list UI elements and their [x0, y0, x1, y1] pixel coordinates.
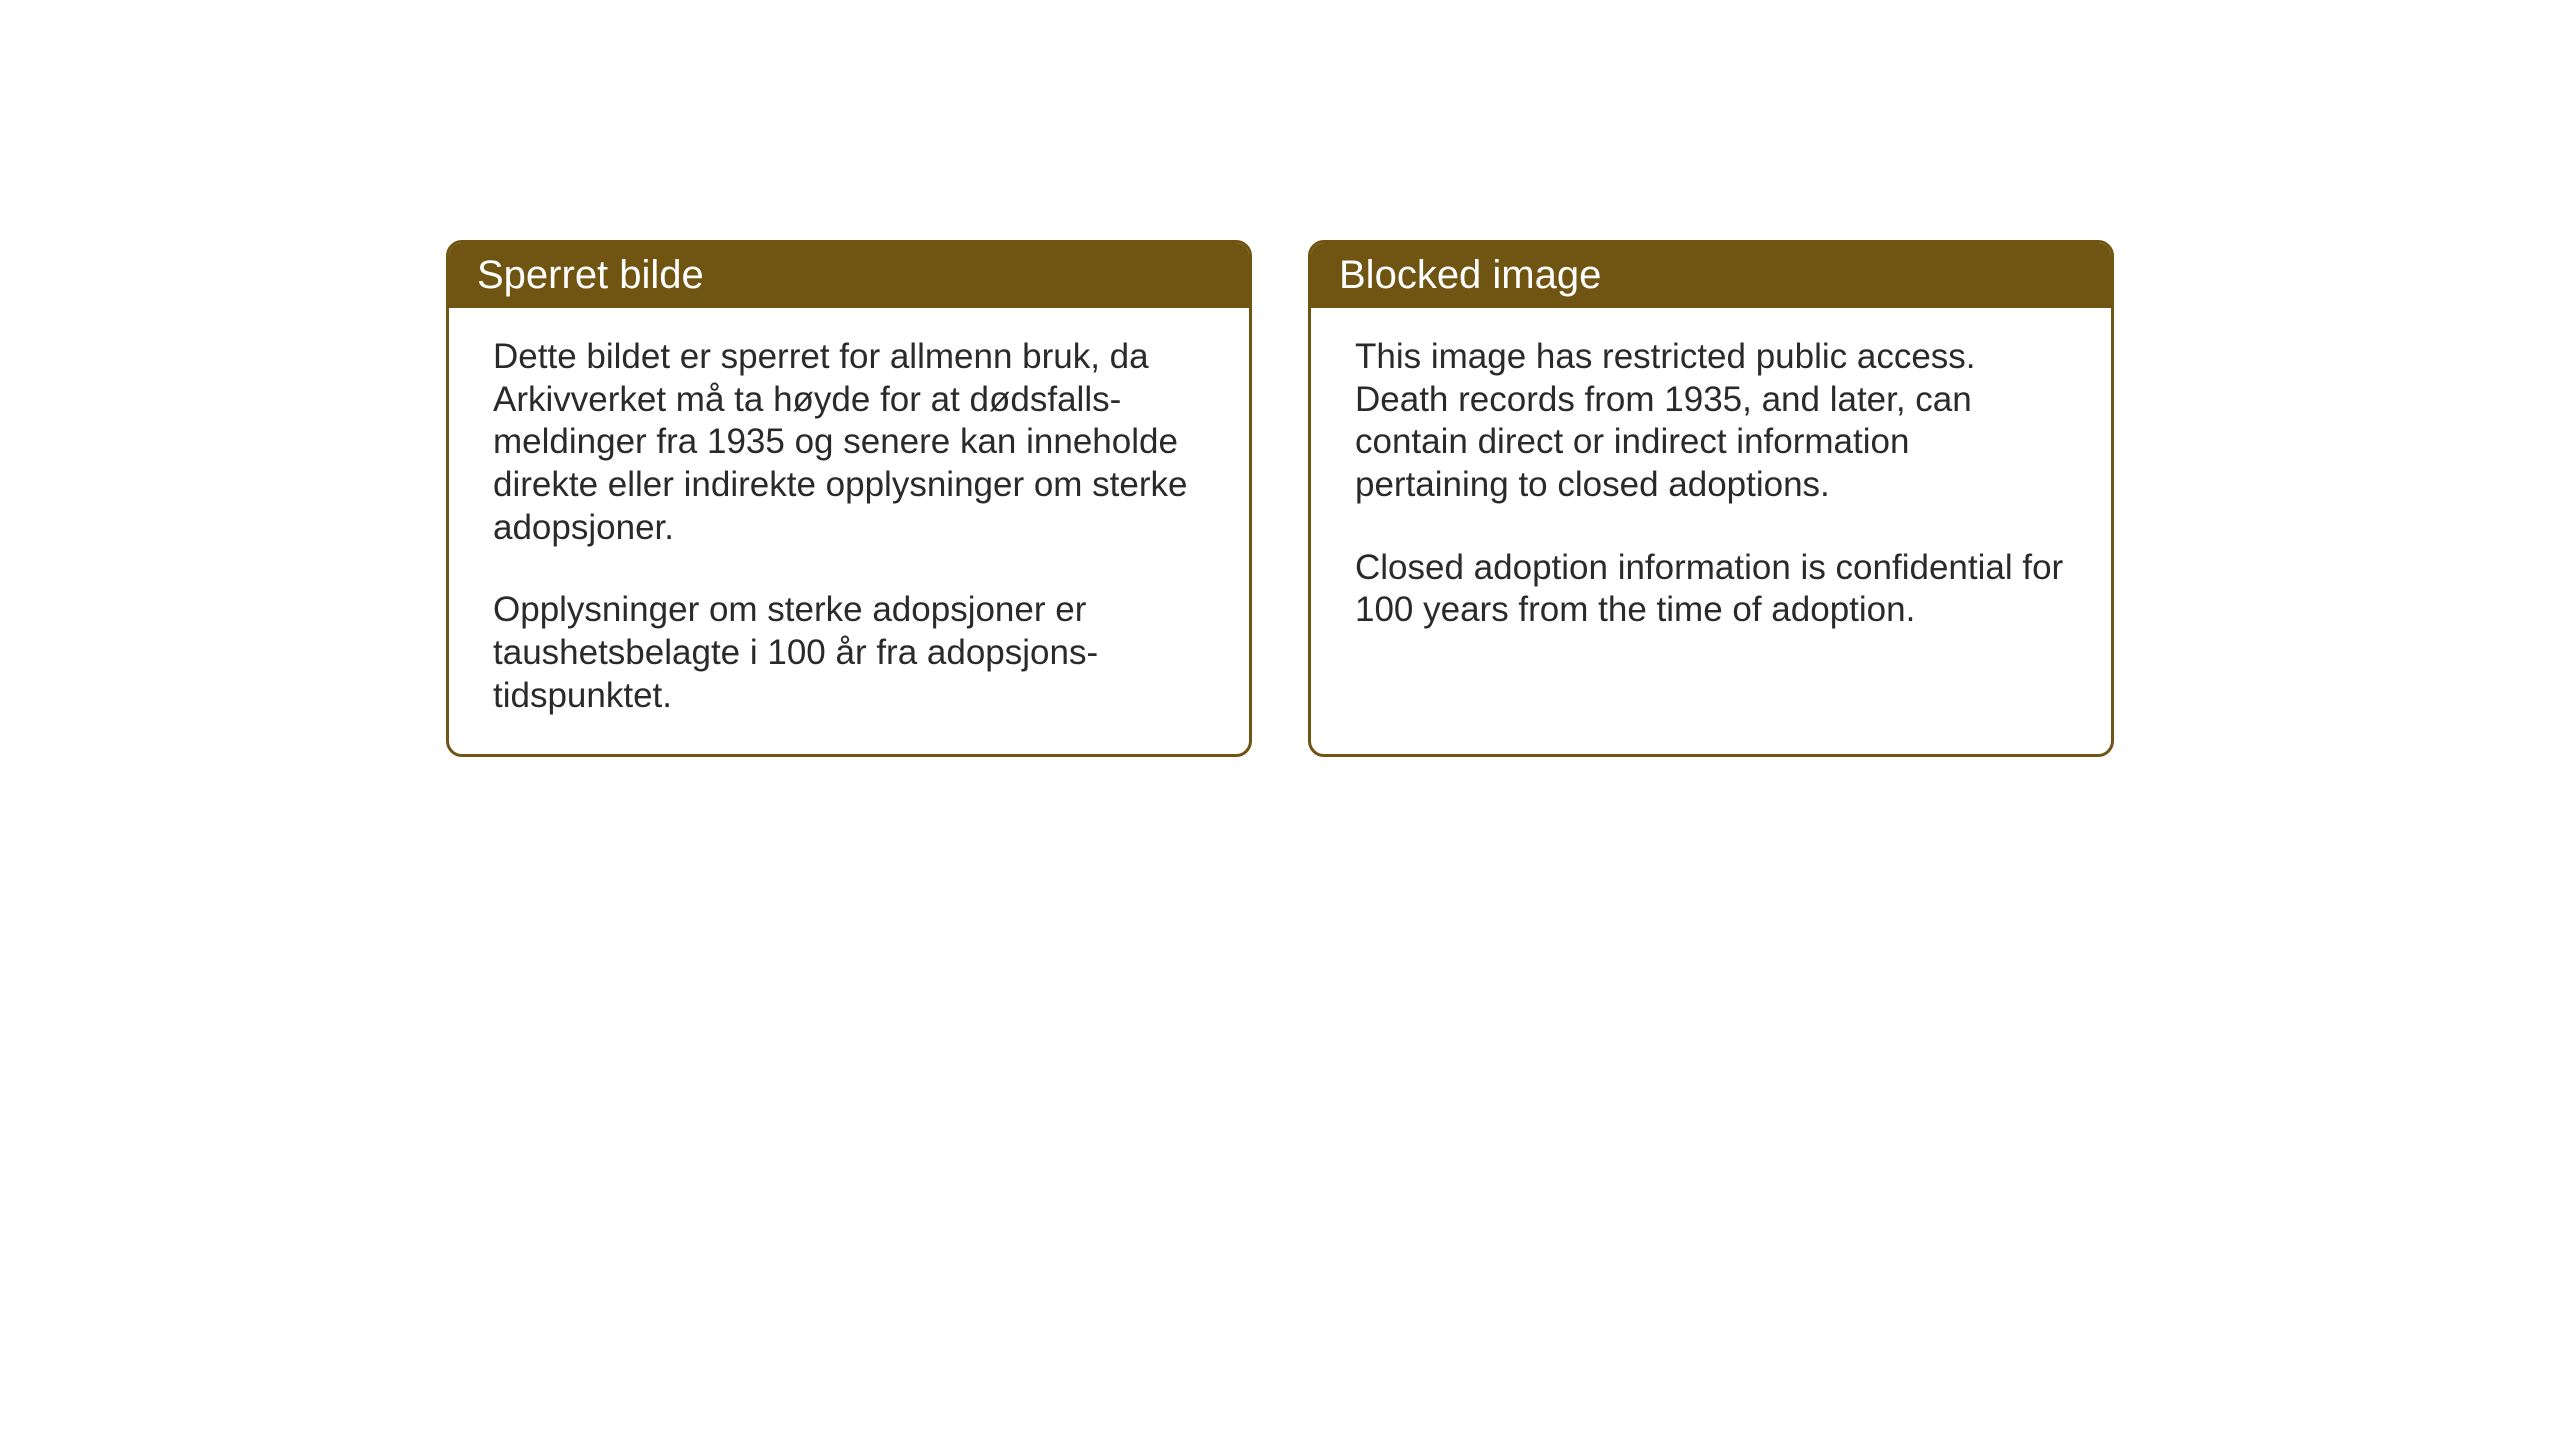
english-paragraph-2: Closed adoption information is confident… [1355, 547, 2067, 632]
english-notice-card: Blocked image This image has restricted … [1308, 240, 2114, 757]
notice-container: Sperret bilde Dette bildet er sperret fo… [446, 240, 2114, 757]
english-card-title: Blocked image [1311, 243, 2111, 308]
norwegian-notice-card: Sperret bilde Dette bildet er sperret fo… [446, 240, 1252, 757]
english-card-body: This image has restricted public access.… [1311, 308, 2111, 718]
norwegian-card-title: Sperret bilde [449, 243, 1249, 308]
norwegian-paragraph-2: Opplysninger om sterke adopsjoner er tau… [493, 589, 1205, 717]
english-paragraph-1: This image has restricted public access.… [1355, 336, 2067, 507]
norwegian-card-body: Dette bildet er sperret for allmenn bruk… [449, 308, 1249, 754]
norwegian-paragraph-1: Dette bildet er sperret for allmenn bruk… [493, 336, 1205, 549]
